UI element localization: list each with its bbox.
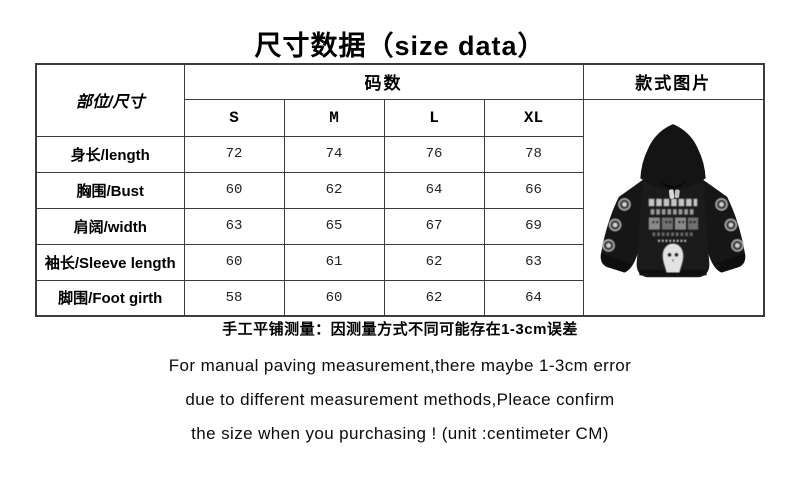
cell-value: 63: [183, 207, 285, 245]
cell-value: 65: [283, 207, 385, 245]
table-row: 袖长/Sleeve length 60 61 62 63: [35, 243, 764, 281]
cell-value: 72: [183, 135, 285, 173]
measurement-note-en-line3: the size when you purchasing ! (unit :ce…: [191, 424, 609, 443]
hoodie-image: [601, 124, 746, 278]
measurement-note-cn: 手工平铺测量：因测量方式不同可能存在1-3cm误差: [222, 321, 578, 338]
row-label: 胸围/Bust: [35, 171, 185, 209]
cell-value: 76: [383, 135, 485, 173]
row-label: 脚围/Foot girth: [35, 279, 185, 317]
size-header-l: L: [383, 98, 485, 137]
sleeve-graphic-left: [602, 198, 632, 253]
size-table: 部位/尺寸 码数 款式图片 S M L XL: [35, 63, 765, 317]
measurement-note-en-line2: due to different measurement methods,Ple…: [185, 390, 615, 409]
sleeve-graphic-right: [715, 198, 744, 253]
style-image-cell: [582, 98, 765, 317]
cell-value: 67: [383, 207, 485, 245]
measurement-note-en-line1: For manual paving measurement,there mayb…: [168, 356, 632, 375]
size-header-m: M: [283, 98, 385, 137]
cell-value: 63: [483, 243, 584, 281]
cell-value: 58: [183, 279, 285, 317]
row-label: 身长/length: [35, 135, 185, 173]
skull-graphic: [662, 243, 684, 273]
cell-value: 60: [183, 243, 285, 281]
cell-value: 64: [383, 171, 485, 209]
sizes-group-header: 码数: [183, 63, 584, 100]
size-header-s: S: [183, 98, 285, 137]
cell-value: 62: [383, 279, 485, 317]
page-title: 尺寸数据（size data）: [254, 31, 546, 61]
cell-value: 74: [283, 135, 385, 173]
cell-value: 61: [283, 243, 385, 281]
table-row: 身长/length 72 74 76 78: [35, 135, 764, 173]
cell-value: 60: [283, 279, 385, 317]
corner-header: 部位/尺寸: [35, 63, 185, 137]
table-row: 肩阔/width 63 65 67 69: [35, 207, 764, 245]
cell-value: 60: [183, 171, 285, 209]
cell-value: 62: [383, 243, 485, 281]
hoodie-hood: [640, 124, 706, 190]
cell-value: 69: [483, 207, 584, 245]
style-image-header: 款式图片: [582, 63, 765, 100]
drawstring: [669, 189, 675, 200]
table-row: 脚围/Foot girth 58 60 62 64: [35, 279, 764, 317]
cell-value: 62: [283, 171, 385, 209]
cell-value: 78: [483, 135, 584, 173]
drawstring: [674, 189, 681, 199]
cell-value: 66: [483, 171, 584, 209]
row-label: 袖长/Sleeve length: [35, 243, 185, 281]
row-label: 肩阔/width: [35, 207, 185, 245]
size-header-xl: XL: [483, 98, 584, 137]
cell-value: 64: [483, 279, 584, 317]
